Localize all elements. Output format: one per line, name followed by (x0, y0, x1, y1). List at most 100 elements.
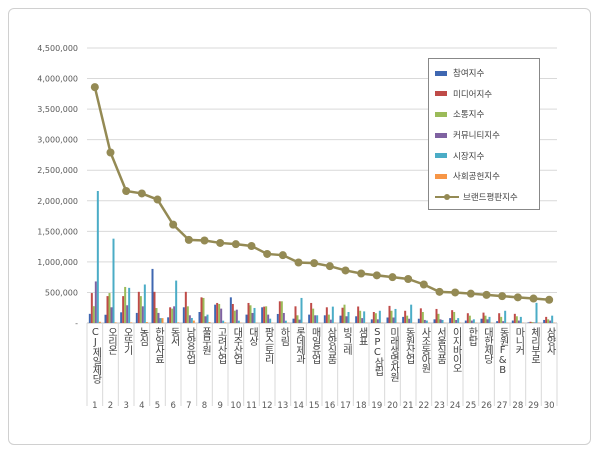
bar-3 (345, 316, 348, 323)
bar-3 (141, 306, 144, 323)
bar-2 (327, 314, 330, 323)
bar-2 (139, 296, 142, 323)
bar-0 (511, 320, 514, 323)
bar-1 (545, 316, 548, 323)
bar-1 (294, 306, 297, 323)
rank-label: 1 (92, 401, 97, 411)
category-label: 삼양식품 (324, 327, 336, 363)
bar-4 (284, 320, 287, 323)
bar-2 (155, 308, 158, 323)
bar-1 (357, 306, 360, 323)
category-label: 고려산업 (215, 327, 227, 363)
bar-4 (316, 315, 319, 323)
bar-1 (451, 310, 454, 323)
bar-4 (96, 191, 99, 323)
brand-index-point (169, 220, 178, 229)
bar-0 (308, 314, 311, 323)
bar-3 (157, 312, 160, 323)
legend-label: 소통지수 (453, 110, 485, 121)
brand-index-point (106, 148, 115, 157)
bar-4 (394, 308, 397, 323)
bar-4 (159, 318, 162, 323)
brand-index-point (247, 242, 256, 250)
legend-swatch (435, 153, 447, 159)
rank-label: 20 (387, 401, 398, 411)
rank-label: 29 (528, 401, 539, 411)
bar-2 (359, 310, 362, 323)
bar-4 (488, 316, 491, 323)
category-label: 한일사료 (152, 327, 164, 363)
legend-label: 브랜드평판지수 (463, 192, 518, 203)
bar-2 (547, 319, 550, 323)
bar-4 (378, 310, 381, 323)
bar-0 (527, 322, 530, 323)
bar-4 (237, 320, 240, 323)
bar-3 (314, 315, 317, 323)
legend-label: 시장지수 (453, 151, 485, 162)
rank-label: 30 (544, 401, 555, 411)
bar-0 (214, 304, 217, 323)
bar-3 (329, 319, 332, 323)
legend-item: 소통지수 (435, 104, 539, 125)
legend-item: 커뮤니티지수 (435, 125, 539, 146)
bar-0 (120, 312, 123, 323)
rank-label: 2 (108, 401, 113, 411)
category-label: 샘표 (356, 327, 368, 345)
bar-0 (355, 316, 358, 323)
bar-2 (500, 316, 503, 323)
bar-0 (449, 318, 452, 323)
rank-label: 16 (324, 401, 335, 411)
y-tick-label: - (75, 319, 78, 328)
bar-3 (502, 321, 505, 323)
legend-swatch (435, 132, 447, 138)
brand-index-point (529, 294, 538, 303)
bar-4 (253, 307, 256, 323)
bar-3 (376, 319, 379, 323)
bar-2 (406, 315, 409, 323)
bar-1 (247, 302, 250, 323)
bar-4 (206, 314, 209, 323)
legend-label: 미디어지수 (453, 89, 493, 100)
category-label: 팜스토리 (262, 327, 274, 363)
bar-4 (504, 310, 507, 323)
brand-index-point (482, 290, 491, 299)
bar-3 (235, 309, 238, 323)
bar-1 (153, 291, 156, 323)
category-label: 이지바이오 (450, 327, 462, 372)
y-tick-label: 4,500,000 (37, 44, 78, 53)
bar-1 (435, 308, 438, 323)
bar-2 (484, 315, 487, 323)
bar-4 (441, 319, 444, 323)
bar-3 (188, 315, 191, 323)
bar-0 (323, 315, 326, 323)
bar-3 (423, 319, 426, 323)
bar-3 (549, 320, 552, 323)
bar-3 (408, 318, 411, 323)
category-label: 서울식품 (434, 327, 446, 363)
brand-index-point (278, 251, 287, 260)
bar-4 (190, 317, 193, 323)
y-tick-label: 2,500,000 (37, 166, 78, 175)
bar-4 (551, 315, 554, 323)
bar-4 (535, 302, 538, 323)
y-tick-label: 500,000 (45, 288, 78, 297)
brand-index-point (404, 275, 413, 283)
bar-1 (231, 303, 234, 323)
bar-3 (455, 319, 458, 323)
y-tick-label: 1,000,000 (37, 258, 78, 267)
bar-2 (280, 301, 283, 323)
bar-4 (472, 319, 475, 323)
legend-label: 사회공헌지수 (453, 172, 500, 183)
bar-3 (533, 322, 536, 323)
bar-0 (198, 312, 201, 323)
bar-3 (282, 312, 285, 323)
category-label: 오리온 (105, 327, 117, 354)
bar-2 (296, 315, 299, 323)
rank-label: 12 (262, 401, 273, 411)
bar-2 (249, 305, 252, 323)
rank-label: 13 (277, 401, 288, 411)
category-label: 풀무원 (199, 327, 211, 354)
bar-4 (300, 297, 303, 323)
bar-5 (224, 322, 227, 323)
legend-item: 미디어지수 (435, 84, 539, 105)
